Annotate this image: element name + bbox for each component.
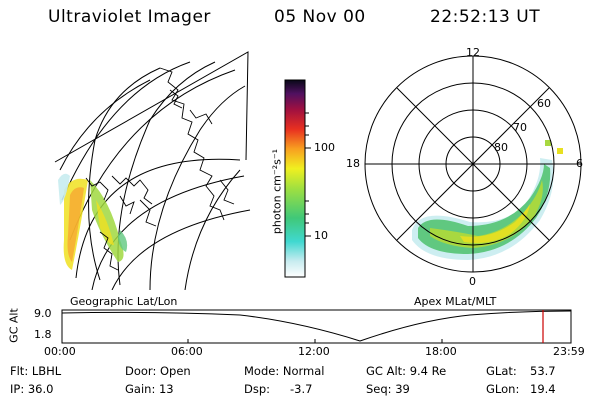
polar-meridian-diag-2 <box>396 87 550 241</box>
glon-label: GLon: <box>486 382 520 396</box>
mlt-label-6: 6 <box>576 157 583 170</box>
aurora-oval <box>412 140 563 260</box>
instrument-title: Ultraviolet Imager <box>48 7 211 27</box>
timeline-xtick-0600: 06:00 <box>171 345 203 358</box>
gc-alt-status: GC Alt: 9.4 Re <box>366 364 447 378</box>
timeline-xtick-1200: 12:00 <box>298 345 330 358</box>
mlt-label-0: 0 <box>469 275 476 288</box>
glat-value: 53.7 <box>530 364 556 378</box>
ip-status: IP: 36.0 <box>10 382 54 396</box>
geographic-map <box>54 51 251 290</box>
gain-status: Gain: 13 <box>125 382 174 396</box>
date-label: 05 Nov 00 <box>274 7 366 27</box>
lat-label-70: 70 <box>513 121 527 134</box>
right-panel-caption: Apex MLat/MLT <box>414 295 497 308</box>
glat-label: GLat: <box>486 364 517 378</box>
colorbar <box>284 79 306 278</box>
timeline-ylabel: GC Alt <box>7 308 21 343</box>
seq-status: Seq: 39 <box>366 382 410 396</box>
polar-plot <box>364 55 582 273</box>
geo-grid <box>54 51 251 290</box>
altitude-curve <box>61 310 572 342</box>
timeline-ytick-max: 9.0 <box>34 307 52 320</box>
timeline-xtick-2359: 23:59 <box>553 345 585 358</box>
lat-label-60: 60 <box>537 97 551 110</box>
timeline-x-ticks <box>187 339 443 343</box>
left-panel-caption: Geographic Lat/Lon <box>70 295 178 308</box>
door-status: Door: Open <box>125 364 191 378</box>
timeline-xtick-0000: 00:00 <box>44 345 76 358</box>
mlt-label-12: 12 <box>466 46 480 59</box>
lat-label-80: 80 <box>494 141 508 154</box>
colorbar-ticks <box>305 112 311 237</box>
aurora-emission-left <box>58 173 128 270</box>
time-label: 22:52:13 UT <box>430 7 541 27</box>
mode-status: Mode: Normal <box>244 364 325 378</box>
colorbar-tick-100: 100 <box>314 141 335 154</box>
filter-status: Flt: LBHL <box>10 364 62 378</box>
timeline-plot <box>61 309 572 344</box>
timeline-ytick-min: 1.8 <box>34 328 52 341</box>
mlt-label-18: 18 <box>346 157 360 170</box>
dsp-value: -3.7 <box>290 382 313 396</box>
colorbar-tick-10: 10 <box>314 229 328 242</box>
colorbar-unit-label: photon cm⁻²s⁻¹ <box>270 148 284 235</box>
coastlines <box>85 67 235 271</box>
glon-value: 19.4 <box>530 382 556 396</box>
timeline-xtick-1800: 18:00 <box>425 345 457 358</box>
dsp-label: Dsp: <box>244 382 271 396</box>
timeline-frame <box>61 309 572 344</box>
